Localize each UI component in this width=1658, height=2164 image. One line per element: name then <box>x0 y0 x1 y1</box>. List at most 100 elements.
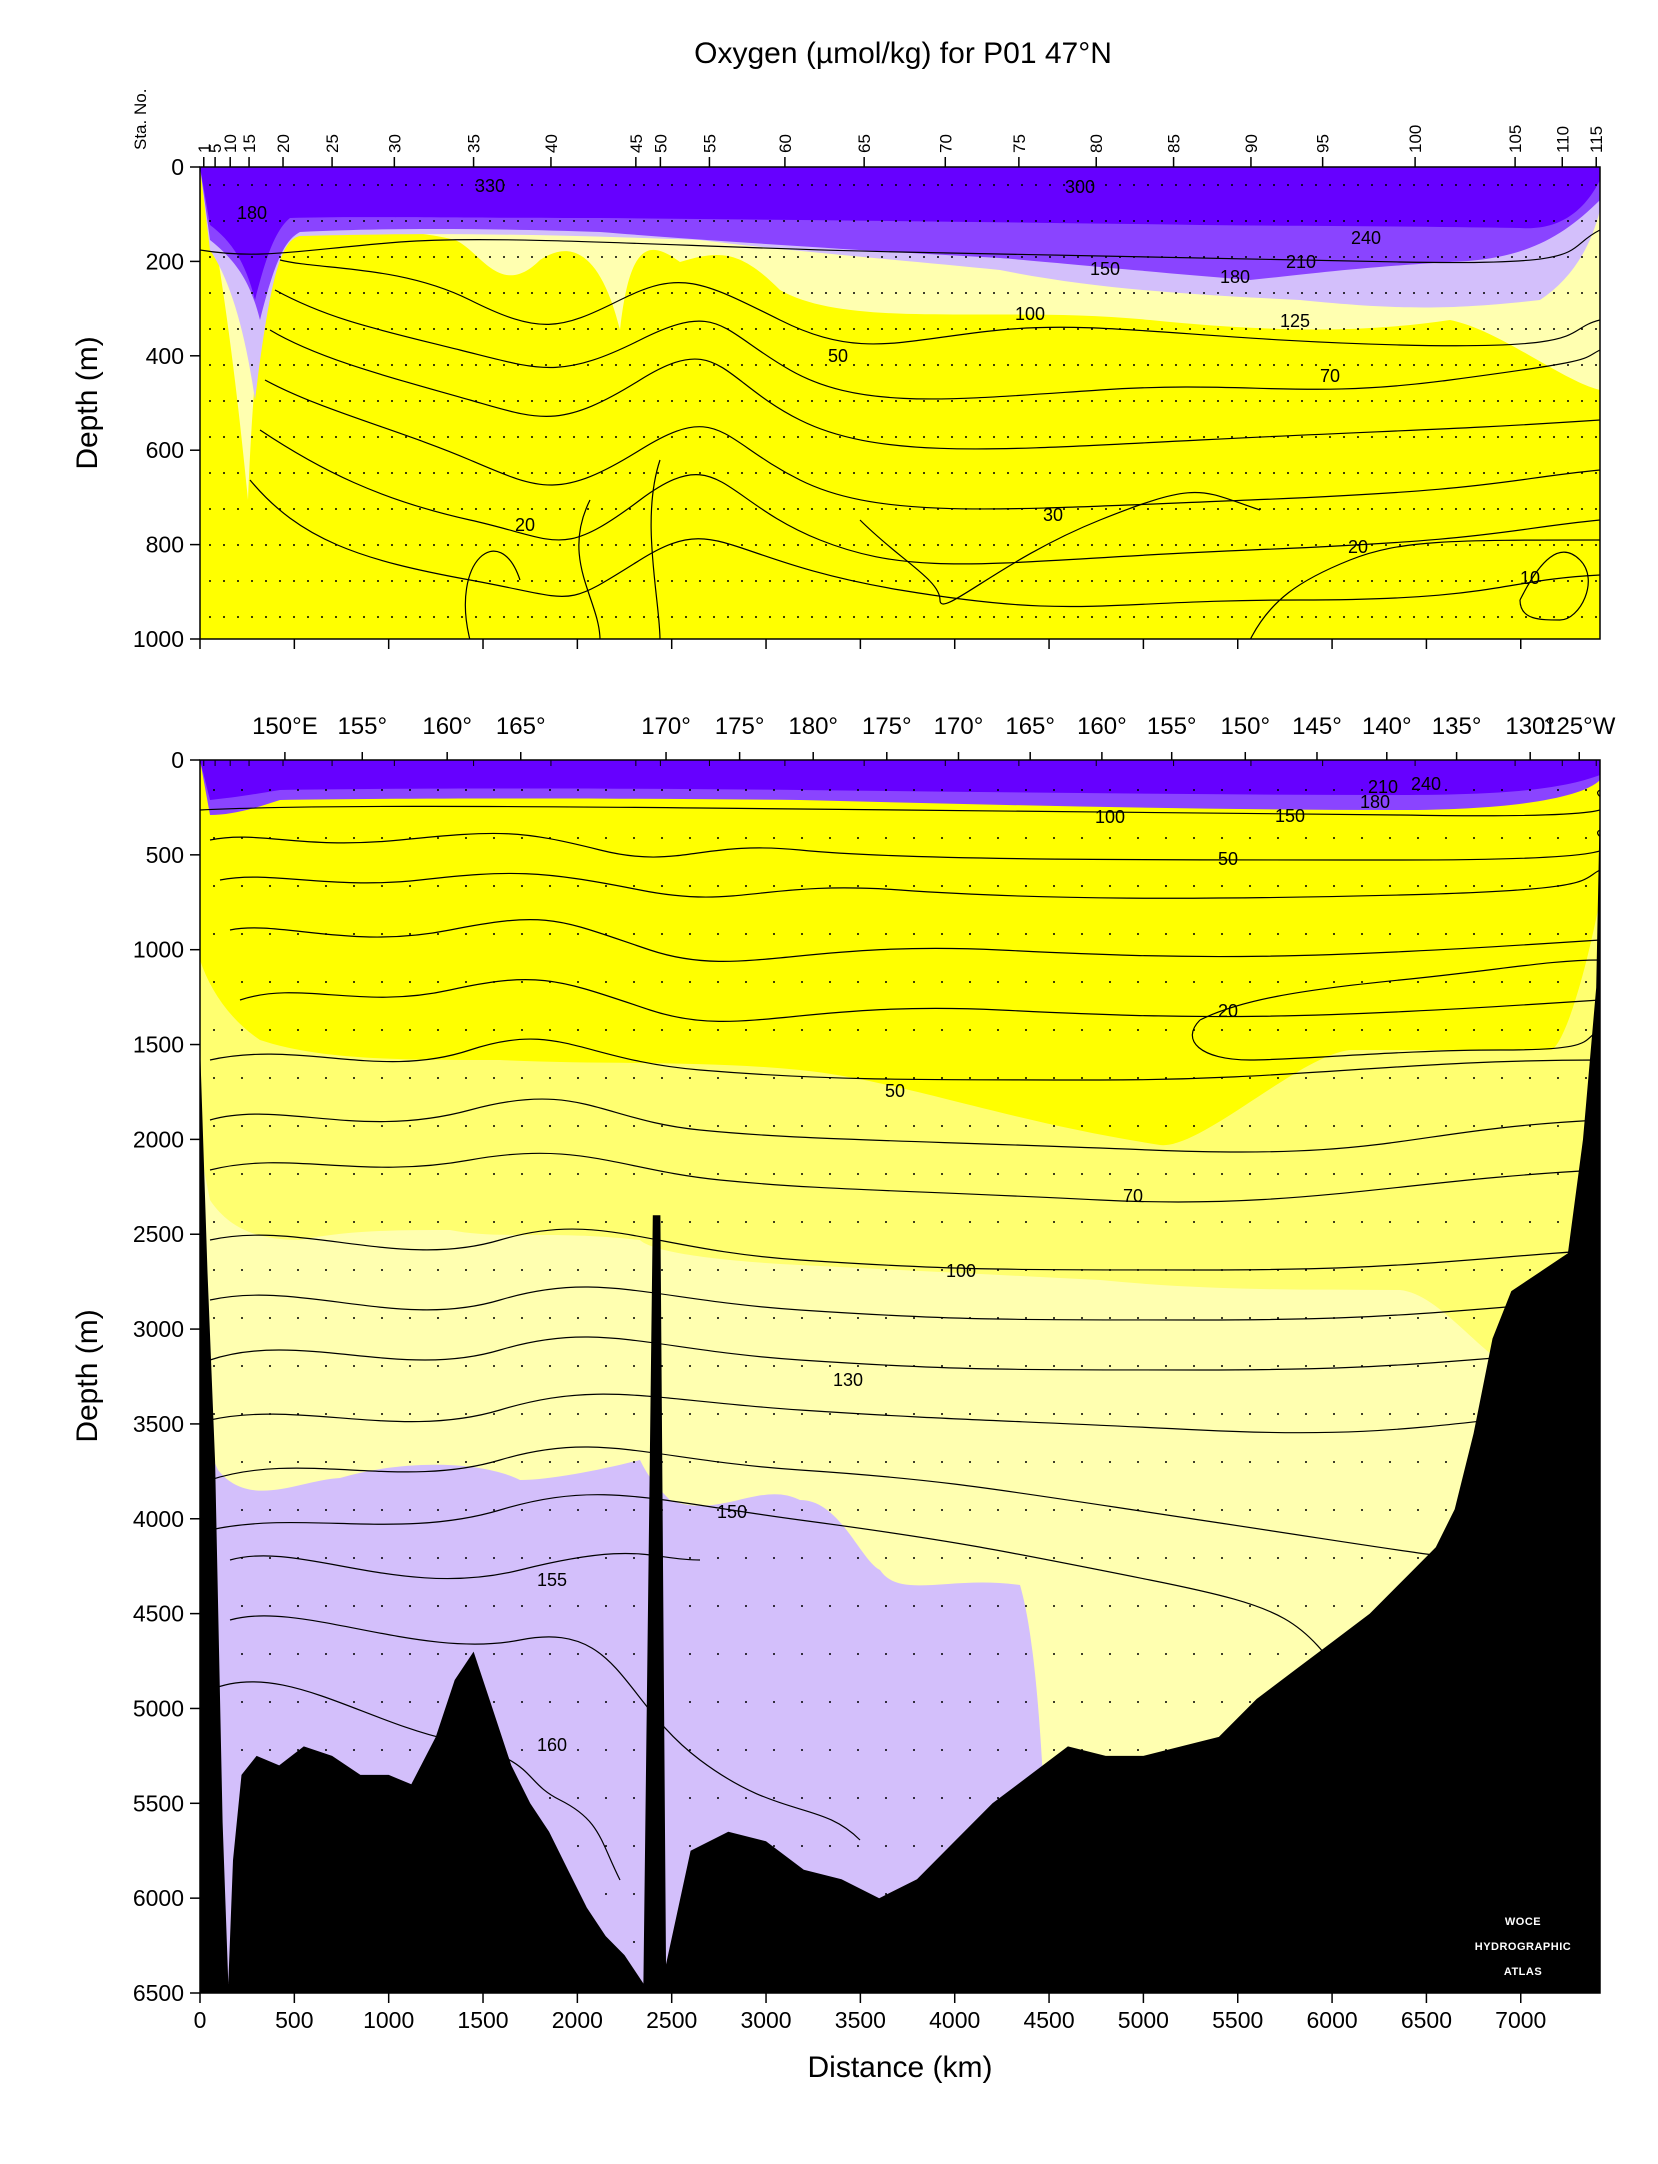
sample-dot <box>1343 472 1345 474</box>
sample-dot <box>405 220 407 222</box>
sample-dot <box>545 436 547 438</box>
sample-dot <box>629 364 631 366</box>
sample-dot <box>517 292 519 294</box>
sample-dot <box>755 616 757 618</box>
sample-dot <box>545 472 547 474</box>
sample-dot <box>1259 616 1261 618</box>
station-label: 75 <box>1010 134 1029 153</box>
x-tick-label: 2500 <box>646 2007 697 2033</box>
sample-dot <box>335 184 337 186</box>
sample-dot <box>923 508 925 510</box>
sample-dot <box>1189 544 1191 546</box>
sample-dot <box>941 1845 943 1847</box>
sample-dot <box>1025 837 1027 839</box>
sample-dot <box>717 981 719 983</box>
sample-dot <box>1025 1269 1027 1271</box>
sample-dot <box>965 616 967 618</box>
station-label: 90 <box>1242 134 1261 153</box>
sample-dot <box>1053 1269 1055 1271</box>
sample-dot <box>465 1413 467 1415</box>
sample-dot <box>773 1701 775 1703</box>
sample-dot <box>605 1221 607 1223</box>
sample-dot <box>601 436 603 438</box>
sample-dot <box>689 1413 691 1415</box>
sample-dot <box>839 184 841 186</box>
sample-dot <box>391 544 393 546</box>
sample-dot <box>1357 364 1359 366</box>
sample-dot <box>1581 292 1583 294</box>
lower-y-ticks: 0500100015002000250030003500400045005000… <box>133 747 200 2006</box>
sample-dot <box>1249 981 1251 983</box>
sample-dot <box>895 544 897 546</box>
sample-dot <box>1553 508 1555 510</box>
sample-dot <box>1203 508 1205 510</box>
sample-dot <box>993 436 995 438</box>
sample-dot <box>549 1365 551 1367</box>
sample-dot <box>1203 616 1205 618</box>
sample-dot <box>559 544 561 546</box>
sample-dot <box>213 1317 215 1319</box>
sample-dot <box>605 885 607 887</box>
station-label: 105 <box>1506 125 1525 153</box>
sample-dot <box>1455 292 1457 294</box>
sample-dot <box>269 1653 271 1655</box>
sample-dot <box>1119 256 1121 258</box>
sample-dot <box>713 292 715 294</box>
sample-dot <box>405 364 407 366</box>
sample-dot <box>913 1173 915 1175</box>
sample-dot <box>209 472 211 474</box>
sample-dot <box>1455 580 1457 582</box>
sample-dot <box>713 364 715 366</box>
sample-dot <box>629 400 631 402</box>
sample-dot <box>1445 1413 1447 1415</box>
sample-dot <box>1109 1509 1111 1511</box>
sample-dot <box>1427 400 1429 402</box>
sample-dot <box>489 292 491 294</box>
sample-dot <box>1175 544 1177 546</box>
sample-dot <box>1287 580 1289 582</box>
contour-label: 100 <box>1095 807 1125 827</box>
sample-dot <box>969 1221 971 1223</box>
sample-dot <box>241 1125 243 1127</box>
sample-dot <box>965 472 967 474</box>
sample-dot <box>1329 508 1331 510</box>
x-tick-label: 6500 <box>1401 2007 1452 2033</box>
sample-dot <box>745 1365 747 1367</box>
sample-dot <box>1277 1509 1279 1511</box>
sample-dot <box>489 256 491 258</box>
sample-dot <box>447 508 449 510</box>
sample-dot <box>1511 364 1513 366</box>
sample-dot <box>1137 1557 1139 1559</box>
sample-dot <box>885 885 887 887</box>
sample-dot <box>1249 1653 1251 1655</box>
sample-dot <box>1189 580 1191 582</box>
sample-dot <box>773 1125 775 1127</box>
sample-dot <box>419 616 421 618</box>
sample-dot <box>825 256 827 258</box>
sample-dot <box>1077 292 1079 294</box>
station-label: 50 <box>651 134 670 153</box>
sample-dot <box>241 933 243 935</box>
sample-dot <box>717 1509 719 1511</box>
station-label: 40 <box>542 134 561 153</box>
sample-dot <box>885 837 887 839</box>
sample-dot <box>1021 256 1023 258</box>
sample-dot <box>1021 220 1023 222</box>
sample-dot <box>689 1125 691 1127</box>
sample-dot <box>885 1605 887 1607</box>
sample-dot <box>829 1269 831 1271</box>
sample-dot <box>1109 981 1111 983</box>
sample-dot <box>573 436 575 438</box>
sample-dot <box>1137 1317 1139 1319</box>
sample-dot <box>1473 1413 1475 1415</box>
sample-dot <box>1301 256 1303 258</box>
sample-dot <box>713 580 715 582</box>
sample-dot <box>853 328 855 330</box>
sample-dot <box>517 472 519 474</box>
sample-dot <box>605 1269 607 1271</box>
sample-dot <box>545 256 547 258</box>
sample-dot <box>1455 328 1457 330</box>
sample-dot <box>643 544 645 546</box>
sample-dot <box>913 1701 915 1703</box>
sample-dot <box>1049 472 1051 474</box>
